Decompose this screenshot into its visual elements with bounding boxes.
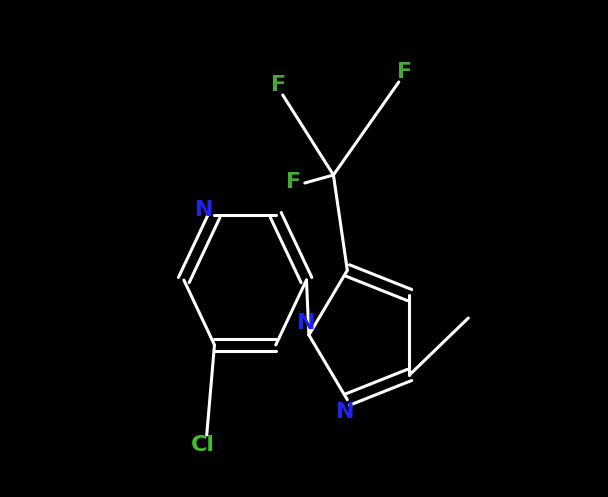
Text: F: F [397, 62, 412, 82]
Text: N: N [195, 200, 214, 220]
Text: F: F [271, 75, 286, 95]
Text: N: N [297, 313, 316, 332]
Text: F: F [286, 172, 302, 192]
Text: N: N [336, 402, 354, 422]
Text: Cl: Cl [191, 435, 215, 455]
